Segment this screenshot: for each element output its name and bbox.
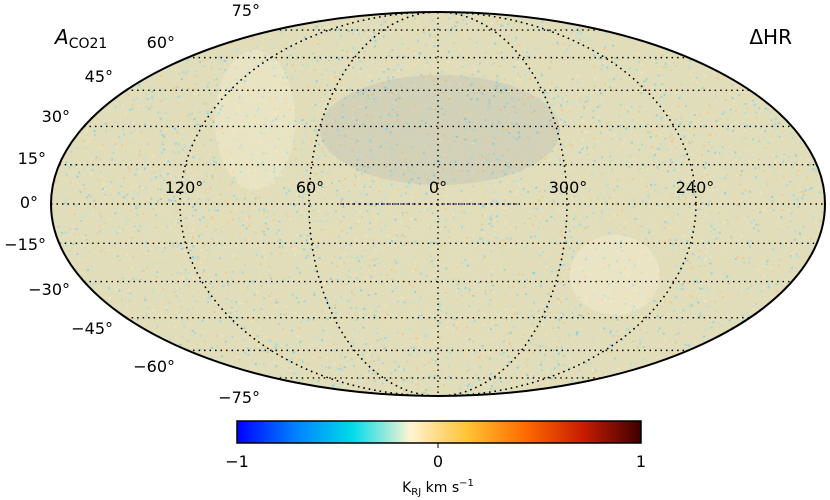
latitude-labels: 75° 60° 45° 30° 15° 0° −15° −30° −45° −6…: [4, 1, 260, 407]
lat-label: −75°: [218, 388, 260, 407]
lon-label: 0°: [429, 178, 447, 197]
lat-label: 15°: [18, 149, 46, 168]
lon-label: 300°: [549, 178, 588, 197]
colorbar-tick-min: −1: [225, 452, 249, 471]
map-title: ACO21: [53, 25, 107, 52]
lat-label: 45°: [85, 67, 113, 86]
lat-label: −60°: [133, 357, 175, 376]
lat-label: −30°: [28, 280, 70, 299]
meridian-line: [179, 12, 697, 396]
lon-label: 60°: [296, 178, 324, 197]
map-tag: ΔHR: [749, 25, 792, 49]
map-outline: [50, 11, 826, 397]
colorbar: −1 0 1 KRJ km s−1: [225, 420, 646, 498]
lon-label: 240°: [676, 178, 715, 197]
lat-label: 30°: [42, 107, 70, 126]
colorbar-tick-max: 1: [636, 452, 646, 471]
lat-label: −45°: [71, 319, 113, 338]
lon-label: 120°: [165, 178, 204, 197]
graticule-grid: [51, 12, 825, 396]
colorbar-gradient: [236, 420, 642, 444]
lat-label: 0°: [20, 193, 38, 212]
longitude-labels: 120° 60° 0° 300° 240°: [165, 178, 715, 197]
lat-label: 75°: [232, 1, 260, 20]
colorbar-tick-mid: 0: [433, 452, 443, 471]
lat-label: 60°: [147, 33, 175, 52]
meridian-line: [308, 12, 568, 396]
lat-label: −15°: [4, 235, 46, 254]
colorbar-unit: KRJ km s−1: [402, 478, 474, 498]
mollweide-map: [51, 12, 825, 396]
